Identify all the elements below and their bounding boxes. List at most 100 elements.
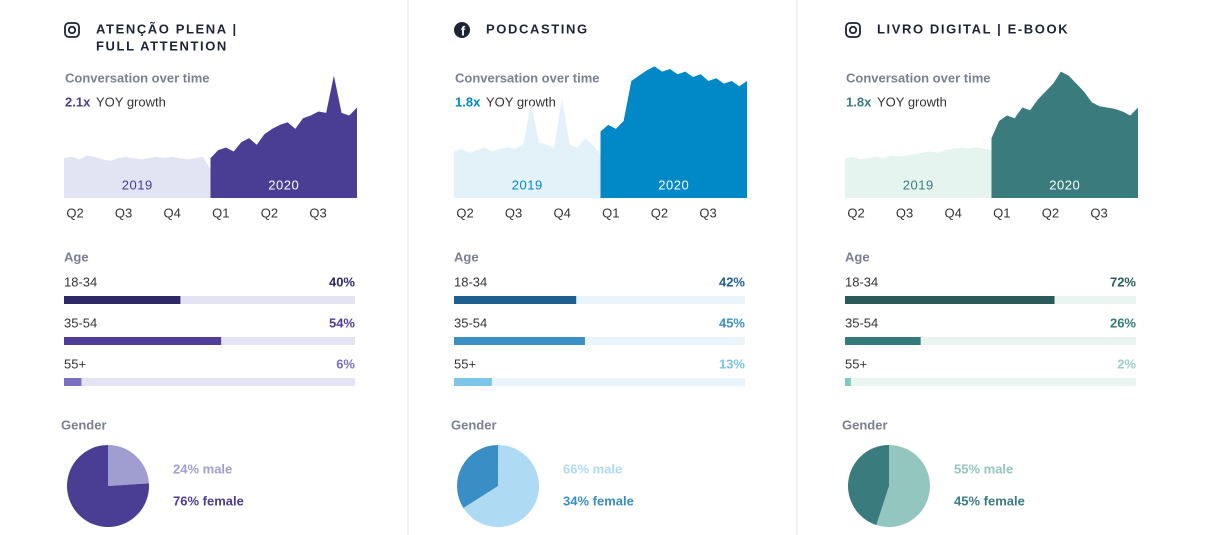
x-tick-label: Q2 — [847, 205, 864, 220]
chart-subtitle: Conversation over time — [455, 70, 600, 85]
x-tick-label: Q2 — [651, 205, 668, 220]
panel-title: LIVRO DIGITAL | E-BOOK — [877, 21, 1069, 36]
pie-slice — [847, 445, 889, 525]
icon: f — [454, 22, 470, 38]
x-tick-label: Q3 — [115, 205, 132, 220]
gender-title: Gender — [842, 417, 888, 432]
bar — [454, 337, 585, 345]
series-label: 2019 — [903, 177, 934, 192]
x-tick-label: Q4 — [164, 205, 181, 220]
area — [64, 155, 211, 198]
age-value: 54% — [329, 315, 355, 330]
bar-track — [845, 337, 1136, 345]
x-tick-label: Q1 — [993, 205, 1010, 220]
icon-frame — [64, 22, 80, 38]
x-tick-label: Q1 — [602, 205, 619, 220]
pie-label: 66% male — [563, 461, 622, 476]
age-label: 55+ — [454, 356, 476, 371]
bar — [64, 296, 181, 304]
area — [454, 98, 601, 198]
bar — [845, 337, 921, 345]
pie-label: 45% female — [954, 493, 1025, 508]
age-value: 40% — [329, 274, 355, 289]
age-value: 42% — [719, 274, 745, 289]
gender-title: Gender — [61, 417, 107, 432]
growth-label: YOY growth — [96, 94, 166, 109]
pie-slice — [108, 444, 149, 486]
age-title: Age — [845, 249, 870, 264]
age-value: 45% — [719, 315, 745, 330]
age-value: 6% — [336, 356, 355, 371]
series-label: 2019 — [512, 177, 543, 192]
icon-f: f — [461, 23, 466, 38]
age-label: 35-54 — [845, 315, 878, 330]
bar — [64, 337, 222, 345]
growth-value: 2.1x — [65, 94, 91, 109]
area — [991, 71, 1138, 198]
x-tick-label: Q2 — [456, 205, 473, 220]
age-value: 13% — [719, 356, 745, 371]
pie-label: 76% female — [173, 493, 244, 508]
icon — [845, 22, 861, 38]
bar-track — [64, 378, 355, 386]
series-label: 2019 — [122, 177, 153, 192]
icon — [64, 22, 80, 38]
area — [210, 75, 357, 198]
age-value: 26% — [1110, 315, 1136, 330]
x-tick-label: Q3 — [699, 205, 716, 220]
bar-track — [845, 378, 1136, 386]
age-title: Age — [64, 249, 89, 264]
panel-title: PODCASTING — [486, 21, 589, 36]
panel-title: FULL ATTENTION — [96, 38, 228, 53]
age-label: 18-34 — [64, 274, 97, 289]
x-tick-label: Q4 — [554, 205, 571, 220]
age-label: 55+ — [845, 356, 867, 371]
area — [845, 147, 992, 198]
bar-track — [454, 296, 745, 304]
x-tick-label: Q3 — [505, 205, 522, 220]
icon-frame — [845, 22, 861, 38]
icon-lens — [848, 25, 858, 35]
x-tick-label: Q4 — [945, 205, 962, 220]
bar — [454, 296, 577, 304]
gender-title: Gender — [451, 417, 497, 432]
x-tick-label: Q2 — [261, 205, 278, 220]
icon-circle — [454, 22, 470, 38]
x-tick-label: Q1 — [212, 205, 229, 220]
age-title: Age — [454, 249, 479, 264]
growth-value: 1.8x — [455, 94, 481, 109]
pie-slice — [463, 445, 539, 527]
x-tick-label: Q2 — [66, 205, 83, 220]
series-label: 2020 — [1049, 177, 1080, 192]
x-tick-label: Q3 — [1090, 205, 1107, 220]
bar-track — [454, 337, 745, 345]
bar — [845, 296, 1055, 304]
pie-label: 24% male — [173, 461, 232, 476]
pie-label: 34% female — [563, 493, 634, 508]
age-label: 35-54 — [64, 315, 97, 330]
bar-track — [454, 378, 745, 386]
pie-label: 55% male — [954, 461, 1013, 476]
age-label: 35-54 — [454, 315, 487, 330]
pie-slice — [876, 445, 930, 527]
pie-slice — [456, 445, 498, 508]
growth-value: 1.8x — [846, 94, 872, 109]
chart-subtitle: Conversation over time — [846, 70, 991, 85]
growth-label: YOY growth — [486, 94, 556, 109]
chart-subtitle: Conversation over time — [65, 70, 210, 85]
bar — [64, 378, 82, 386]
bar — [845, 378, 851, 386]
panel-title: ATENÇÃO PLENA | — [96, 21, 238, 36]
age-label: 18-34 — [454, 274, 487, 289]
series-label: 2020 — [658, 177, 689, 192]
x-tick-label: Q2 — [1042, 205, 1059, 220]
bar-track — [64, 296, 355, 304]
growth-label: YOY growth — [877, 94, 947, 109]
age-value: 72% — [1110, 274, 1136, 289]
area — [600, 66, 747, 198]
bar — [454, 378, 492, 386]
age-label: 55+ — [64, 356, 86, 371]
x-tick-label: Q3 — [309, 205, 326, 220]
pie-slice — [67, 445, 149, 527]
icon-lens — [67, 25, 77, 35]
